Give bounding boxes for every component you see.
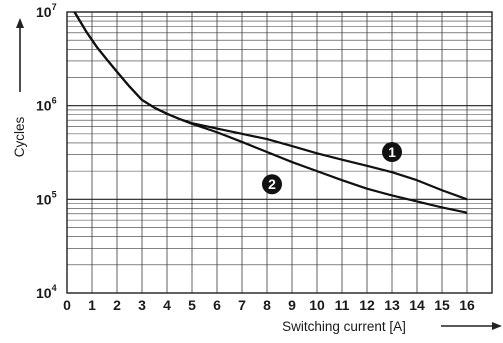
x-tick-label: 15 [434,297,450,313]
chart-series-markers: 12 [262,142,402,195]
x-tick-label: 11 [335,297,350,313]
series-marker-2 [262,174,282,195]
y-axis-arrowhead [16,18,24,28]
y-axis-title: Cycles [12,117,27,158]
x-tick-label: 7 [238,297,246,313]
x-tick-label: 14 [409,297,425,313]
x-tick-label: 9 [288,297,296,313]
x-tick-label: 1 [88,297,96,313]
x-tick-label: 13 [384,297,400,313]
chart-grid [67,12,492,293]
chart-frame [66,11,493,294]
y-tick-label: 105 [36,189,57,207]
y-tick-label: 104 [36,283,57,301]
x-tick-label: 5 [188,297,196,313]
x-tick-label: 12 [359,297,375,313]
x-tick-label: 16 [459,297,475,313]
y-tick-label: 107 [36,2,57,20]
y-axis-tick-labels: 104 105 106 107 [36,2,57,301]
x-axis-arrowhead [492,322,502,330]
y-tick-label: 106 [36,96,57,114]
x-tick-label: 0 [63,297,71,313]
x-tick-label: 3 [138,297,146,313]
x-tick-label: 6 [213,297,221,313]
series-marker-1 [382,142,402,163]
x-axis-tick-labels: 0 1 2 3 4 5 6 7 8 9 10 11 12 13 14 15 16 [63,297,475,313]
x-tick-label: 10 [309,297,325,313]
x-tick-label: 4 [163,297,171,313]
series-marker-label-2: 2 [268,176,276,192]
series-line-2 [73,11,468,214]
plot-border [66,11,493,294]
x-tick-label: 2 [113,297,121,313]
series-marker-label-1: 1 [388,144,396,160]
x-tick-label: 8 [263,297,271,313]
x-axis-title: Switching current [A] [282,319,406,334]
chart-series [73,11,468,214]
